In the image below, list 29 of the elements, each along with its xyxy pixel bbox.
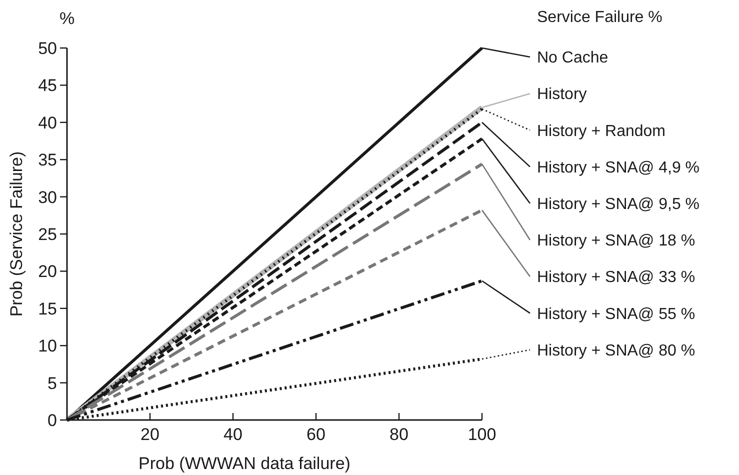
y-tick-label: 40 — [38, 113, 57, 132]
text: History + SNA@ 9,5 % — [537, 196, 700, 213]
x-tick-label: 80 — [390, 425, 408, 444]
legend-label: No Cache — [537, 50, 608, 67]
text: History + SNA@ 18 % — [537, 232, 696, 250]
x-axis-title: Prob (WWWAN data failure) — [138, 454, 350, 473]
x-tick-label: 60 — [306, 425, 326, 444]
legend-title: Service Failure % — [537, 9, 662, 26]
y-tick-label: 50 — [38, 38, 57, 58]
y-tick-label: 35 — [38, 150, 57, 170]
x-tick-label: 100 — [468, 425, 496, 444]
y-tick-label: 15 — [38, 299, 57, 318]
y-tick-label: 45 — [38, 76, 57, 96]
x-tick-label: 40 — [224, 425, 242, 444]
legend-label: History — [537, 86, 587, 104]
text: History + SNA@ 55 % — [537, 306, 696, 323]
text: History + SNA@ 4,9 % — [537, 159, 700, 176]
text: History + SNA@ 33 % — [537, 269, 696, 286]
y-tick-label: 20 — [38, 262, 57, 282]
y-axis-title: Prob (Service Failure) — [7, 151, 26, 317]
text: History + Random — [537, 122, 666, 140]
y-tick-label: 30 — [38, 188, 57, 207]
legend-label: History + SNA@ 80 % — [537, 342, 696, 360]
y-tick-label: 0 — [48, 410, 57, 430]
y-tick-label: 10 — [38, 336, 57, 356]
y-tick-label: 25 — [38, 224, 57, 244]
y-tick-label: 5 — [48, 374, 57, 393]
x-tick-label: 20 — [140, 425, 160, 444]
text: % — [59, 9, 75, 28]
